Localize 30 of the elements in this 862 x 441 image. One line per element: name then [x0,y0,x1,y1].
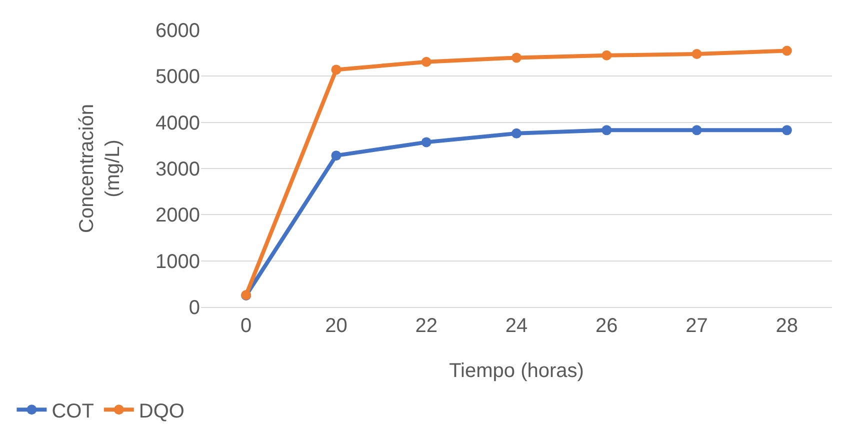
y-tick-label: 1000 [156,250,200,273]
y-tick-label: 0 [188,297,200,319]
y-tick-label: 2000 [156,204,200,227]
point [602,50,612,60]
point [512,52,522,63]
x-tick-label: 24 [505,315,528,337]
x-tick-label: 28 [776,315,798,337]
legend-label: COT [52,400,94,422]
y-tick-label: 5000 [156,66,200,88]
point [692,49,702,60]
x-tick-label: 26 [596,315,618,337]
y-tick-label: 6000 [156,20,200,42]
y-tick-label: 4000 [156,112,200,134]
legend-label: DQO [138,400,184,422]
point [421,56,432,67]
point [331,150,342,161]
x-axis-title: Tiempo (horas) [449,360,584,382]
point [331,64,342,75]
y-tick-label: 3000 [156,158,200,180]
y-axis-title: Concentración (mg/L) [76,104,124,233]
point [421,137,432,148]
point [692,125,702,136]
x-tick-label: 0 [240,315,252,337]
point [602,125,612,136]
point [782,46,792,56]
x-tick-label: 22 [415,315,438,337]
point [512,128,522,138]
point [782,125,792,136]
x-tick-label: 20 [325,315,348,337]
x-tick-label: 27 [686,315,708,337]
